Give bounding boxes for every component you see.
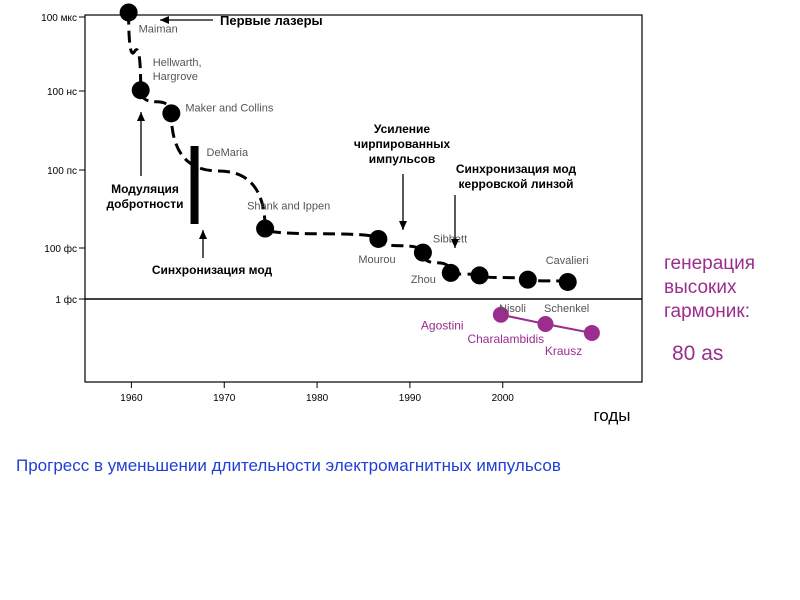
annotation-kerr: Синхронизация мод [456,162,577,176]
hhg-value: 80 as [672,342,724,365]
data-point [470,266,489,285]
x-tick-label: 1970 [213,393,236,404]
data-point [369,229,388,248]
point-label: Schenkel [544,303,589,315]
arrow-kerr-head [451,239,459,248]
arrow-q-switching-head [137,112,145,121]
point-label: Charalambidis [467,332,544,346]
point-label: Hargrove [153,71,198,83]
x-axis-label: годы [593,406,630,425]
x-tick-label: 1960 [120,393,143,404]
data-point [558,272,577,291]
point-label: Sibbett [433,234,467,246]
arrow-cpa-head [399,221,407,230]
x-tick-label: 2000 [492,393,515,404]
point-label: Krausz [545,344,582,358]
hhg-label-line: высоких [664,277,737,298]
attosecond-point [537,316,554,333]
attosecond-point [583,324,600,341]
demaria-label: DeMaria [207,147,249,159]
point-label: Mourou [358,254,395,266]
annotation-cpa: чирпированных [354,137,451,151]
y-tick-label: 100 мкс [41,13,77,24]
data-point [162,104,181,123]
dashed-trend-line [127,12,570,284]
data-point [131,81,150,100]
annotation-kerr: керровской линзой [459,177,574,191]
annotation-mode-locking: Синхронизация мод [152,263,273,277]
plot-frame [84,14,643,383]
point-label: Maker and Collins [185,102,274,114]
data-point [441,263,460,282]
point-label: Agostini [421,319,464,333]
data-point [413,243,432,262]
data-point [518,270,537,289]
y-tick-label: 100 нс [47,87,77,98]
arrow-mode-locking-head [199,230,207,239]
point-label: Shank and Ippen [247,201,330,213]
data-point [256,219,275,238]
point-label: Cavalieri [546,255,589,267]
x-tick-label: 1980 [306,393,329,404]
point-label: Nisoli [499,303,526,315]
point-label: Zhou [411,274,436,286]
y-tick-label: 100 фс [44,243,77,255]
x-tick-label: 1990 [399,393,422,404]
annotation-cpa: импульсов [369,152,435,166]
attosecond-point [492,306,509,323]
annotation-cpa: Усиление [374,122,431,136]
chart-svg: 100 мкс 100 нс 100 пс 100 фс 1 фс 1960 1970 198… [41,3,643,425]
point-label: Hellwarth, [153,57,202,69]
annotation-q-switching: Модуляция [111,182,179,196]
point-label: Maiman [139,23,178,35]
demaria-bar [190,146,199,224]
hhg-label-line: генерация [664,253,756,274]
y-tick-label: 1 фс [55,294,77,306]
arrow-first-lasers-head [160,16,169,24]
annotation-q-switching: добротности [107,197,184,211]
figure-caption: Прогресс в уменьшении длительности элект… [16,456,561,475]
data-point [119,3,138,22]
annotation-first-lasers: Первые лазеры [220,13,323,28]
hhg-label-line: гармоник: [664,301,750,322]
hhg-note: генерация высоких гармоник: 80 as [664,252,794,366]
y-tick-label: 100 пс [47,166,77,177]
